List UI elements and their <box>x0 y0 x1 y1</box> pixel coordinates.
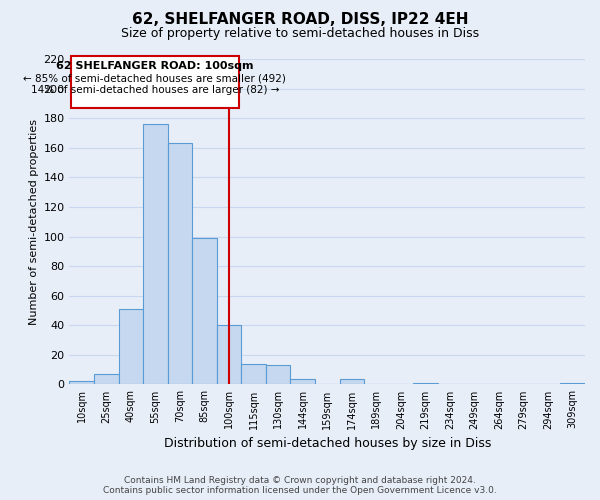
Bar <box>119 309 143 384</box>
Bar <box>70 382 94 384</box>
Bar <box>560 383 585 384</box>
X-axis label: Distribution of semi-detached houses by size in Diss: Distribution of semi-detached houses by … <box>164 437 491 450</box>
Bar <box>217 326 241 384</box>
Bar <box>340 378 364 384</box>
Bar <box>290 378 315 384</box>
Bar <box>266 365 290 384</box>
FancyBboxPatch shape <box>71 56 239 108</box>
Y-axis label: Number of semi-detached properties: Number of semi-detached properties <box>29 118 39 324</box>
Bar <box>167 144 192 384</box>
Text: Contains HM Land Registry data © Crown copyright and database right 2024.
Contai: Contains HM Land Registry data © Crown c… <box>103 476 497 495</box>
Text: 62, SHELFANGER ROAD, DISS, IP22 4EH: 62, SHELFANGER ROAD, DISS, IP22 4EH <box>132 12 468 28</box>
Bar <box>143 124 167 384</box>
Bar <box>192 238 217 384</box>
Bar <box>241 364 266 384</box>
Text: 62 SHELFANGER ROAD: 100sqm: 62 SHELFANGER ROAD: 100sqm <box>56 62 254 72</box>
Bar <box>413 383 438 384</box>
Text: 14% of semi-detached houses are larger (82) →: 14% of semi-detached houses are larger (… <box>31 85 279 95</box>
Bar <box>94 374 119 384</box>
Text: Size of property relative to semi-detached houses in Diss: Size of property relative to semi-detach… <box>121 28 479 40</box>
Text: ← 85% of semi-detached houses are smaller (492): ← 85% of semi-detached houses are smalle… <box>23 73 286 83</box>
